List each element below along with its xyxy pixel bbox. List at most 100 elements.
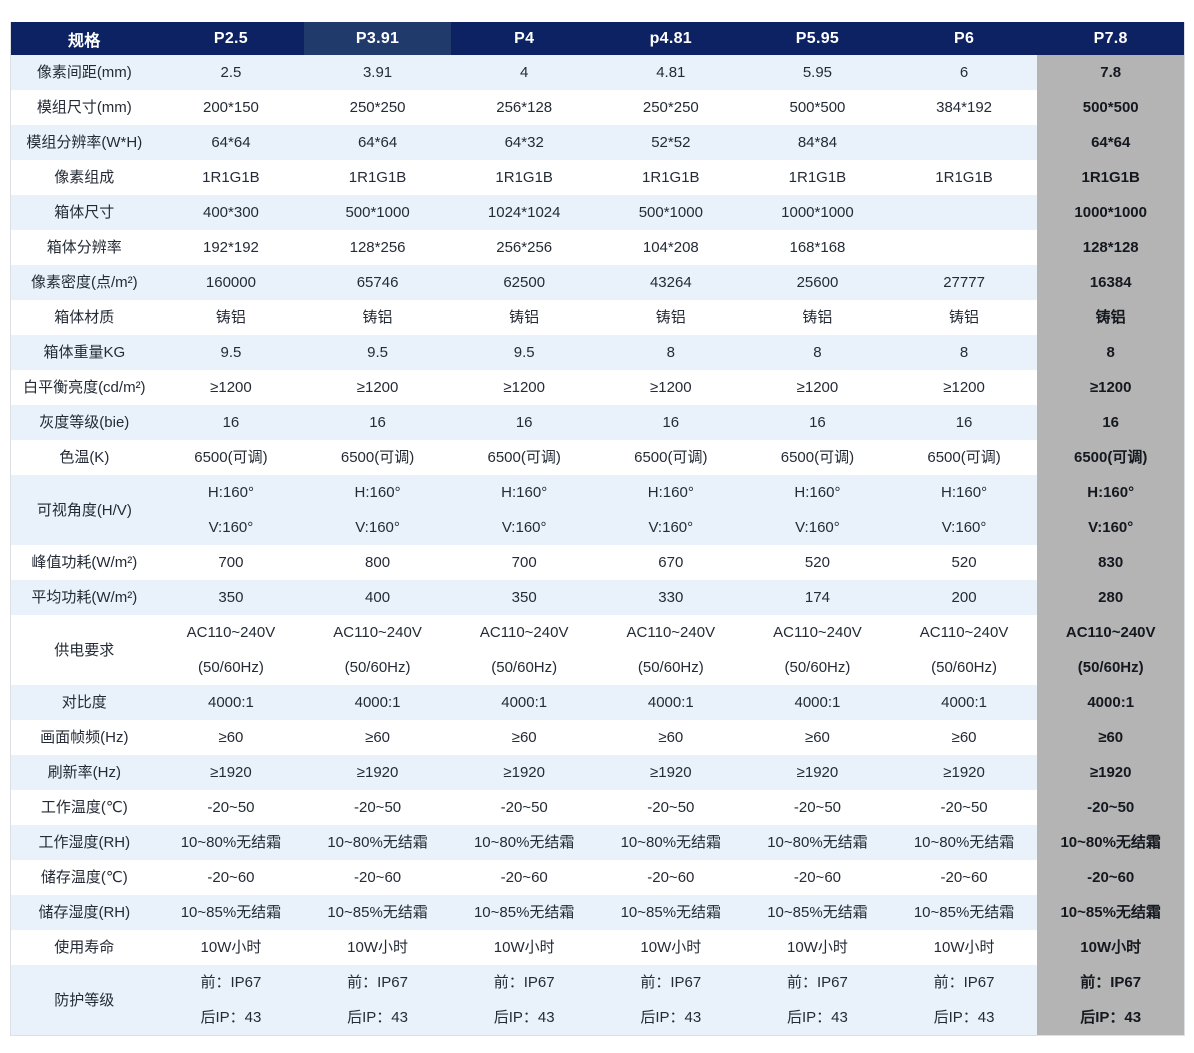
spec-cell: 4000:1	[157, 685, 305, 720]
row-label: 对比度	[11, 685, 158, 720]
product-column-header[interactable]: P3.91	[304, 22, 451, 55]
spec-cell: 64*64	[1037, 125, 1184, 160]
table-row: 像素密度(点/m²) 160000 65746 62500 43264 25600 2777…	[11, 265, 1184, 300]
product-column-header[interactable]: P5.95	[744, 22, 891, 55]
spec-cell: 52*52	[597, 125, 745, 160]
spec-cell: H:160° V:160°	[1037, 475, 1184, 545]
spec-cell: 27777	[890, 265, 1038, 300]
spec-cell: 铸铝	[304, 300, 451, 335]
spec-cell: 10~85%无结霜	[890, 895, 1038, 930]
spec-cell: 700	[157, 545, 305, 580]
spec-cell: 前：IP67 后IP：43	[157, 965, 305, 1035]
row-label: 像素组成	[11, 160, 158, 195]
table-row: 峰值功耗(W/m²) 700 800 700 670 520 520 830	[11, 545, 1184, 580]
spec-cell: 6500(可调)	[304, 440, 451, 475]
spec-cell: 10W小时	[890, 930, 1038, 965]
spec-cell: 前：IP67 后IP：43	[744, 965, 891, 1035]
spec-cell: ≥1200	[157, 370, 305, 405]
product-column-header[interactable]: P6	[890, 22, 1038, 55]
spec-cell: 前：IP67 后IP：43	[597, 965, 745, 1035]
table-row: 色温(K) 6500(可调) 6500(可调) 6500(可调) 6500(可调) 650…	[11, 440, 1184, 475]
spec-cell: 16	[597, 405, 745, 440]
row-label: 平均功耗(W/m²)	[11, 580, 158, 615]
spec-cell: 280	[1037, 580, 1184, 615]
spec-table-container: 规格 P2.5 P3.91 P4 p4.81 P5.95 P6 P7.8 像素间距(mm) 2.…	[10, 22, 1185, 1036]
spec-cell: 8	[744, 335, 891, 370]
spec-cell: 铸铝	[597, 300, 745, 335]
table-row: 使用寿命 10W小时 10W小时 10W小时 10W小时 10W小时 10W小时 10W小时	[11, 930, 1184, 965]
spec-cell: 1000*1000	[744, 195, 891, 230]
spec-cell: -20~60	[890, 860, 1038, 895]
spec-cell: -20~60	[744, 860, 891, 895]
spec-cell: 400	[304, 580, 451, 615]
spec-cell: ≥1920	[157, 755, 305, 790]
table-row: 工作湿度(RH) 10~80%无结霜 10~80%无结霜 10~80%无结霜 10~80…	[11, 825, 1184, 860]
spec-cell: 10W小时	[304, 930, 451, 965]
spec-cell: 铸铝	[890, 300, 1038, 335]
spec-table-body: 像素间距(mm) 2.5 3.91 4 4.81 5.95 6 7.8 模组尺寸(mm) 200*…	[11, 55, 1184, 1035]
spec-cell: AC110~240V (50/60Hz)	[597, 615, 745, 685]
spec-cell: 铸铝	[157, 300, 305, 335]
spec-cell: 800	[304, 545, 451, 580]
spec-cell: -20~50	[450, 790, 598, 825]
row-label: 箱体材质	[11, 300, 158, 335]
spec-cell: ≥60	[450, 720, 598, 755]
spec-cell	[890, 125, 1038, 160]
spec-cell: 4000:1	[1037, 685, 1184, 720]
row-label: 峰值功耗(W/m²)	[11, 545, 158, 580]
spec-cell: 250*250	[304, 90, 451, 125]
spec-cell: 6500(可调)	[450, 440, 598, 475]
spec-cell: -20~60	[157, 860, 305, 895]
spec-cell: 16384	[1037, 265, 1184, 300]
spec-cell: 10W小时	[597, 930, 745, 965]
spec-cell: 3.91	[304, 55, 451, 90]
spec-cell: ≥60	[597, 720, 745, 755]
table-row: 工作温度(℃) -20~50 -20~50 -20~50 -20~50 -20~50 -20…	[11, 790, 1184, 825]
product-column-header[interactable]: P4	[450, 22, 598, 55]
spec-cell: 铸铝	[1037, 300, 1184, 335]
spec-cell: 16	[1037, 405, 1184, 440]
spec-cell: ≥1200	[450, 370, 598, 405]
spec-cell: 200	[890, 580, 1038, 615]
spec-cell: AC110~240V (50/60Hz)	[1037, 615, 1184, 685]
spec-cell: ≥1200	[304, 370, 451, 405]
spec-cell: 8	[890, 335, 1038, 370]
spec-cell: 330	[597, 580, 745, 615]
row-label: 像素间距(mm)	[11, 55, 158, 90]
spec-cell: 1R1G1B	[597, 160, 745, 195]
spec-cell: 64*32	[450, 125, 598, 160]
row-label: 模组尺寸(mm)	[11, 90, 158, 125]
spec-cell: 128*128	[1037, 230, 1184, 265]
spec-cell: -20~50	[304, 790, 451, 825]
table-row: 箱体重量KG 9.5 9.5 9.5 8 8 8 8	[11, 335, 1184, 370]
spec-cell: 1R1G1B	[1037, 160, 1184, 195]
table-row: 箱体分辨率 192*192 128*256 256*256 104*208 168*168…	[11, 230, 1184, 265]
product-column-header[interactable]: P7.8	[1037, 22, 1184, 55]
spec-cell: ≥1200	[1037, 370, 1184, 405]
table-row: 画面帧频(Hz) ≥60 ≥60 ≥60 ≥60 ≥60 ≥60 ≥60	[11, 720, 1184, 755]
row-label: 色温(K)	[11, 440, 158, 475]
spec-cell: 2.5	[157, 55, 305, 90]
product-column-header[interactable]: p4.81	[597, 22, 745, 55]
spec-cell: -20~50	[157, 790, 305, 825]
spec-cell: 铸铝	[450, 300, 598, 335]
spec-cell: 1R1G1B	[744, 160, 891, 195]
product-column-header[interactable]: P2.5	[157, 22, 305, 55]
spec-cell: 10~80%无结霜	[890, 825, 1038, 860]
spec-cell: 8	[597, 335, 745, 370]
spec-cell: ≥60	[157, 720, 305, 755]
spec-cell: 174	[744, 580, 891, 615]
spec-cell: 256*128	[450, 90, 598, 125]
spec-cell: 10~80%无结霜	[450, 825, 598, 860]
spec-cell: 铸铝	[744, 300, 891, 335]
spec-cell: ≥1200	[890, 370, 1038, 405]
spec-cell: 400*300	[157, 195, 305, 230]
spec-cell: 4	[450, 55, 598, 90]
spec-cell: 1000*1000	[1037, 195, 1184, 230]
row-label: 供电要求	[11, 615, 158, 685]
spec-cell: 前：IP67 后IP：43	[304, 965, 451, 1035]
spec-cell: 10W小时	[1037, 930, 1184, 965]
spec-cell: ≥1920	[1037, 755, 1184, 790]
spec-cell: 192*192	[157, 230, 305, 265]
row-label: 像素密度(点/m²)	[11, 265, 158, 300]
